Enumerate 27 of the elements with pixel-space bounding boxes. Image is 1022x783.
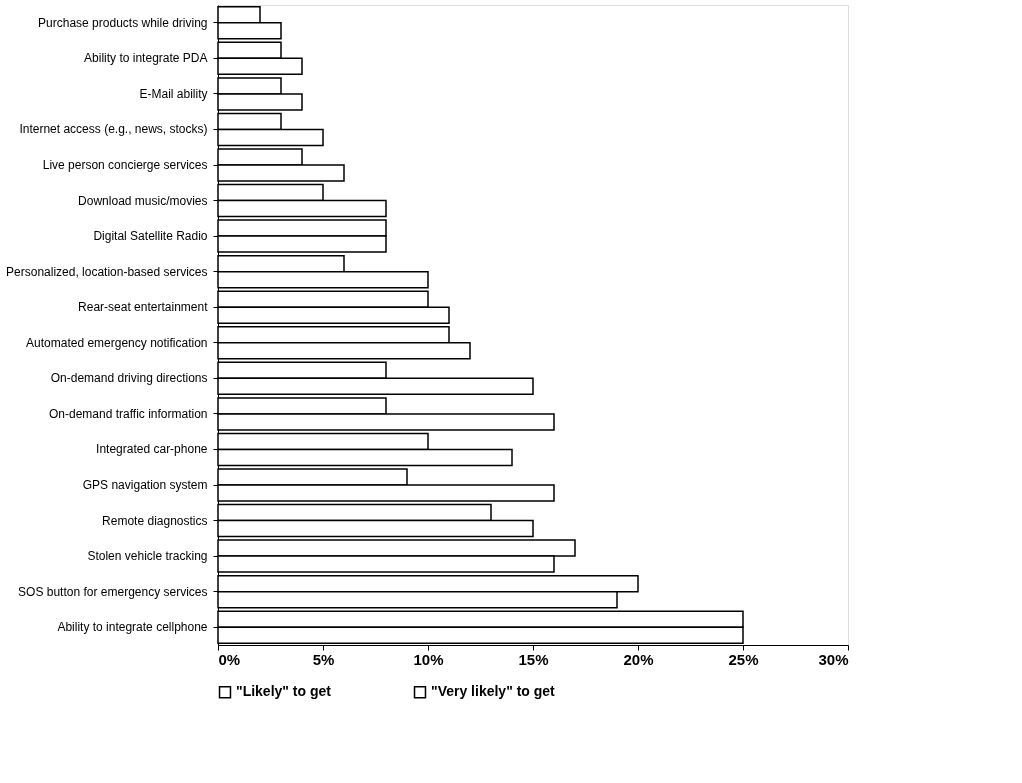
y-tick-label: On-demand traffic information — [48, 406, 208, 421]
y-tick-label: GPS navigation system — [82, 478, 208, 492]
y-tick-label: Integrated car-phone — [96, 442, 208, 457]
y-tick-label: On-demand driving directions — [50, 371, 208, 386]
x-tick-label: 25% — [728, 650, 759, 668]
y-tick-label: Purchase products while driving — [38, 15, 208, 30]
y-tick-label: Ability to integrate cellphone — [57, 620, 208, 635]
y-tick-label: Digital Satellite Radio — [93, 229, 208, 244]
x-tick-label: 10% — [413, 650, 444, 668]
y-tick-label: Stolen vehicle tracking — [87, 549, 208, 564]
x-tick-label: 20% — [623, 650, 654, 668]
y-tick-label: E-Mail ability — [139, 86, 208, 101]
legend-label: "Likely" to get — [236, 683, 332, 700]
legend-label: "Very likely" to get — [431, 683, 556, 700]
y-tick-label: Remote diagnostics — [102, 513, 208, 528]
x-tick-label: 5% — [312, 650, 335, 668]
y-tick-label: Download music/movies — [78, 193, 208, 208]
y-tick-label: Personalized, location-based services — [6, 264, 208, 279]
y-tick-label: SOS button for emergency services — [18, 584, 208, 599]
y-tick-label: Rear-seat entertainment — [78, 300, 209, 315]
x-tick-label: 0% — [218, 650, 241, 668]
y-tick-label: Automated emergency notification — [26, 335, 208, 350]
x-tick-label: 30% — [818, 650, 849, 668]
y-tick-label: Ability to integrate PDA — [84, 51, 208, 66]
y-tick-label: Live person concierge services — [42, 158, 208, 172]
x-tick-label: 15% — [518, 650, 549, 668]
y-tick-label: Internet access (e.g., news, stocks) — [19, 122, 208, 137]
